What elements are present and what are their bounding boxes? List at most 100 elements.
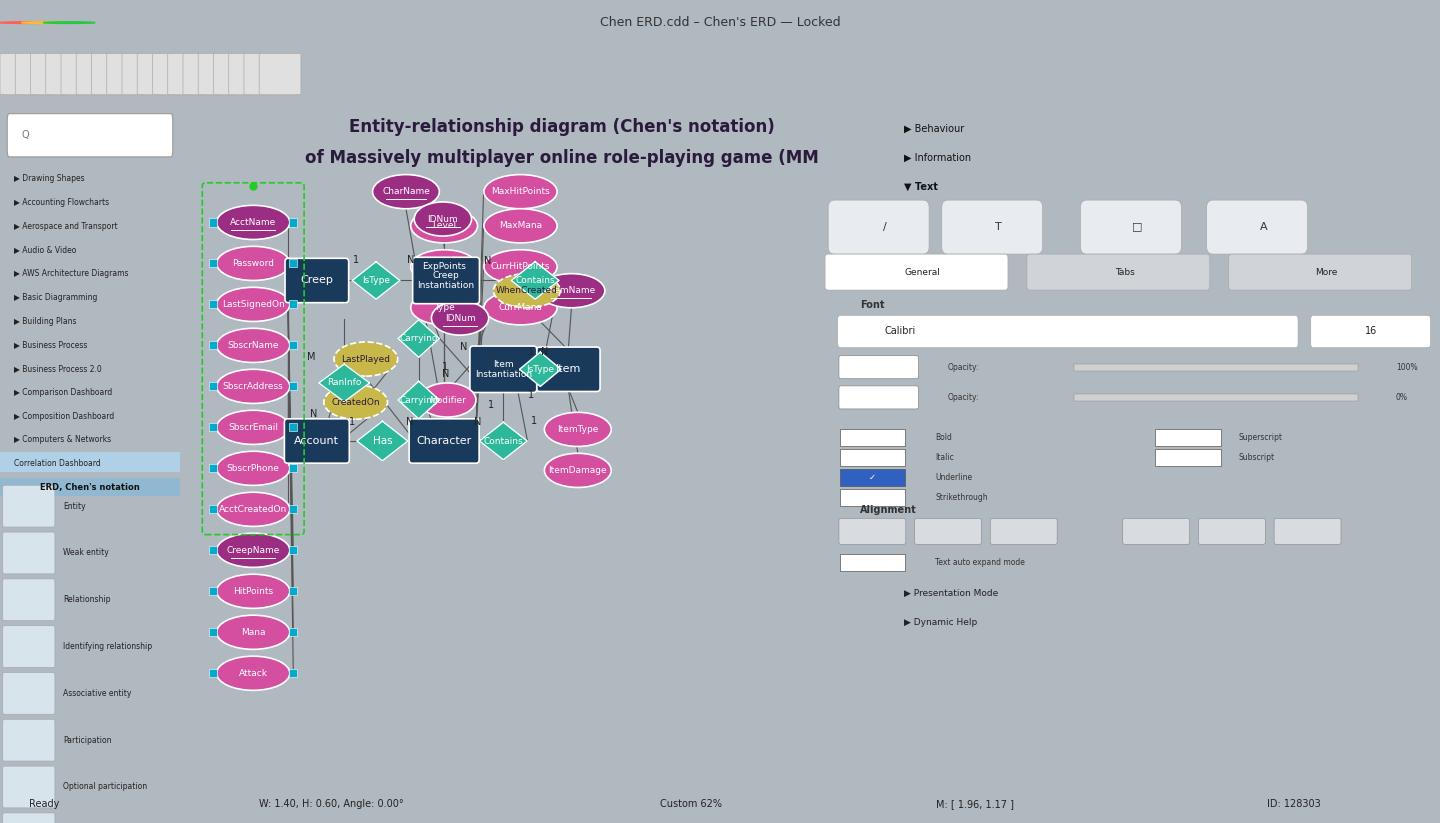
Text: Optional participation: Optional participation [63, 783, 147, 792]
FancyBboxPatch shape [284, 419, 350, 463]
FancyBboxPatch shape [30, 53, 72, 95]
Text: HitPoints: HitPoints [233, 587, 274, 596]
Text: 1: 1 [348, 417, 354, 427]
FancyBboxPatch shape [209, 300, 217, 309]
Text: ID: 128303: ID: 128303 [1267, 799, 1320, 810]
Text: N: N [406, 417, 413, 427]
Text: A: A [1260, 221, 1267, 232]
Ellipse shape [334, 342, 397, 376]
Text: Ready: Ready [29, 799, 59, 810]
Text: N: N [408, 255, 415, 265]
Text: 1: 1 [353, 255, 360, 265]
Text: ✓: ✓ [868, 473, 876, 481]
FancyBboxPatch shape [991, 518, 1057, 544]
Text: N: N [484, 256, 491, 267]
Text: ▶ Business Process: ▶ Business Process [14, 341, 88, 349]
Polygon shape [318, 364, 370, 402]
Text: IDNum: IDNum [445, 314, 475, 323]
FancyBboxPatch shape [0, 53, 42, 95]
Text: CreepName: CreepName [226, 546, 279, 555]
Polygon shape [511, 262, 559, 300]
Text: ▶ Computers & Networks: ▶ Computers & Networks [14, 435, 111, 444]
FancyBboxPatch shape [16, 53, 58, 95]
Text: Password: Password [232, 259, 274, 268]
FancyBboxPatch shape [289, 464, 297, 472]
Text: W: 1.40, H: 0.60, Angle: 0.00°: W: 1.40, H: 0.60, Angle: 0.00° [259, 799, 403, 810]
Text: CreatedOn: CreatedOn [331, 398, 380, 407]
FancyBboxPatch shape [1198, 518, 1266, 544]
Ellipse shape [216, 287, 289, 322]
FancyBboxPatch shape [289, 259, 297, 267]
FancyBboxPatch shape [137, 53, 179, 95]
Text: Attack: Attack [239, 669, 268, 678]
FancyBboxPatch shape [209, 669, 217, 677]
FancyBboxPatch shape [1310, 315, 1430, 347]
FancyBboxPatch shape [209, 546, 217, 555]
Text: ▶ Building Plans: ▶ Building Plans [14, 317, 76, 326]
Text: Relationship: Relationship [63, 595, 111, 604]
Ellipse shape [410, 209, 478, 243]
FancyBboxPatch shape [289, 628, 297, 636]
Text: Weak entity: Weak entity [63, 548, 109, 557]
Text: Entity-relationship diagram (Chen's notation): Entity-relationship diagram (Chen's nota… [348, 118, 775, 136]
FancyBboxPatch shape [209, 464, 217, 472]
Text: ▶ Dynamic Help: ▶ Dynamic Help [904, 618, 978, 627]
Text: Subscript: Subscript [1238, 453, 1274, 462]
Text: Associative entity: Associative entity [63, 689, 131, 698]
Text: AcctCreatedOn: AcctCreatedOn [219, 504, 288, 514]
FancyBboxPatch shape [3, 579, 55, 621]
Text: ItemType: ItemType [557, 425, 599, 434]
Text: Participation: Participation [63, 736, 111, 745]
Ellipse shape [539, 273, 605, 308]
Text: ▶ Basic Diagramming: ▶ Basic Diagramming [14, 293, 98, 302]
Polygon shape [480, 422, 527, 460]
FancyBboxPatch shape [1155, 449, 1221, 466]
Text: T: T [995, 221, 1002, 232]
Text: 16: 16 [1365, 326, 1377, 336]
Text: Character: Character [416, 436, 472, 446]
FancyBboxPatch shape [825, 254, 1008, 291]
Text: IsType: IsType [361, 276, 390, 285]
FancyBboxPatch shape [3, 532, 55, 574]
Text: 1: 1 [528, 347, 534, 357]
Text: SbscrEmail: SbscrEmail [228, 423, 278, 432]
FancyBboxPatch shape [46, 53, 88, 95]
Text: Strikethrough: Strikethrough [936, 493, 988, 502]
Text: ▶ Audio & Video: ▶ Audio & Video [14, 245, 76, 254]
FancyBboxPatch shape [92, 53, 134, 95]
Text: AcctName: AcctName [230, 218, 276, 227]
Text: ▶ Accounting Flowcharts: ▶ Accounting Flowcharts [14, 198, 109, 207]
Text: MaxMana: MaxMana [498, 221, 541, 230]
Text: ▶ Aerospace and Transport: ▶ Aerospace and Transport [14, 221, 118, 230]
FancyBboxPatch shape [840, 429, 906, 446]
Text: Q: Q [22, 130, 29, 140]
Polygon shape [520, 352, 562, 386]
Text: Correlation Dashboard: Correlation Dashboard [14, 459, 101, 468]
Polygon shape [357, 421, 408, 461]
FancyBboxPatch shape [243, 53, 285, 95]
FancyBboxPatch shape [289, 669, 297, 677]
Ellipse shape [484, 291, 557, 325]
FancyBboxPatch shape [3, 672, 55, 714]
FancyBboxPatch shape [0, 478, 180, 496]
Text: Item
Instantiation: Item Instantiation [475, 360, 531, 379]
FancyBboxPatch shape [76, 53, 118, 95]
Text: N: N [474, 417, 481, 427]
Text: ▶ Business Process 2.0: ▶ Business Process 2.0 [14, 364, 102, 373]
Text: ERD, Chen's notation: ERD, Chen's notation [40, 483, 140, 492]
Ellipse shape [432, 301, 488, 335]
Text: Contains: Contains [484, 436, 523, 445]
FancyBboxPatch shape [537, 347, 600, 392]
Text: ▶ Information: ▶ Information [904, 152, 971, 162]
FancyBboxPatch shape [209, 382, 217, 390]
Text: Calibri: Calibri [886, 326, 916, 336]
Text: Font: Font [860, 300, 884, 310]
Text: Item: Item [556, 365, 580, 374]
Text: CurrHitPoints: CurrHitPoints [491, 263, 550, 272]
Text: ▶ Presentation Mode: ▶ Presentation Mode [904, 589, 998, 598]
Text: ▼ Text: ▼ Text [904, 181, 937, 191]
Text: IDNum: IDNum [428, 215, 458, 224]
Ellipse shape [324, 385, 387, 419]
FancyBboxPatch shape [469, 346, 537, 393]
Circle shape [22, 22, 73, 23]
